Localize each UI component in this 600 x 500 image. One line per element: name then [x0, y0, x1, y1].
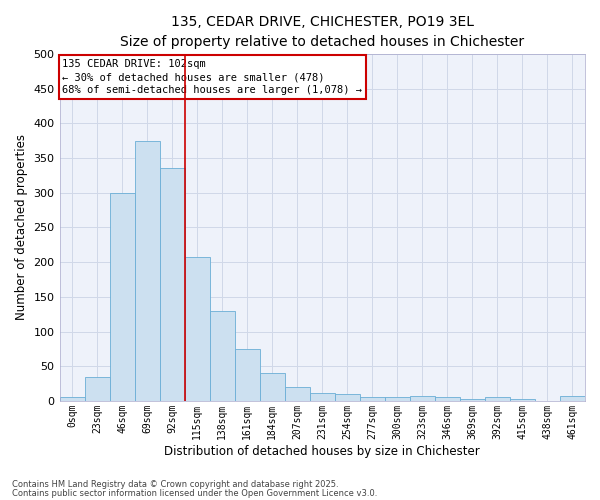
Bar	[110, 192, 134, 401]
Bar	[385, 398, 410, 401]
Bar	[560, 396, 585, 401]
Bar	[209, 310, 235, 401]
Bar	[134, 140, 160, 401]
Bar	[335, 394, 360, 401]
Bar	[85, 376, 110, 401]
Bar	[410, 396, 435, 401]
Bar	[235, 349, 260, 401]
Bar	[310, 392, 335, 401]
Bar	[460, 399, 485, 401]
Text: Contains public sector information licensed under the Open Government Licence v3: Contains public sector information licen…	[12, 490, 377, 498]
Title: 135, CEDAR DRIVE, CHICHESTER, PO19 3EL
Size of property relative to detached hou: 135, CEDAR DRIVE, CHICHESTER, PO19 3EL S…	[120, 15, 524, 48]
Bar	[360, 398, 385, 401]
Y-axis label: Number of detached properties: Number of detached properties	[15, 134, 28, 320]
Bar	[185, 256, 209, 401]
Bar	[285, 387, 310, 401]
Text: 135 CEDAR DRIVE: 102sqm
← 30% of detached houses are smaller (478)
68% of semi-d: 135 CEDAR DRIVE: 102sqm ← 30% of detache…	[62, 59, 362, 96]
Bar	[485, 398, 510, 401]
Bar	[260, 373, 285, 401]
Text: Contains HM Land Registry data © Crown copyright and database right 2025.: Contains HM Land Registry data © Crown c…	[12, 480, 338, 489]
Bar	[59, 398, 85, 401]
Bar	[435, 398, 460, 401]
Bar	[510, 399, 535, 401]
Bar	[160, 168, 185, 401]
X-axis label: Distribution of detached houses by size in Chichester: Distribution of detached houses by size …	[164, 444, 480, 458]
